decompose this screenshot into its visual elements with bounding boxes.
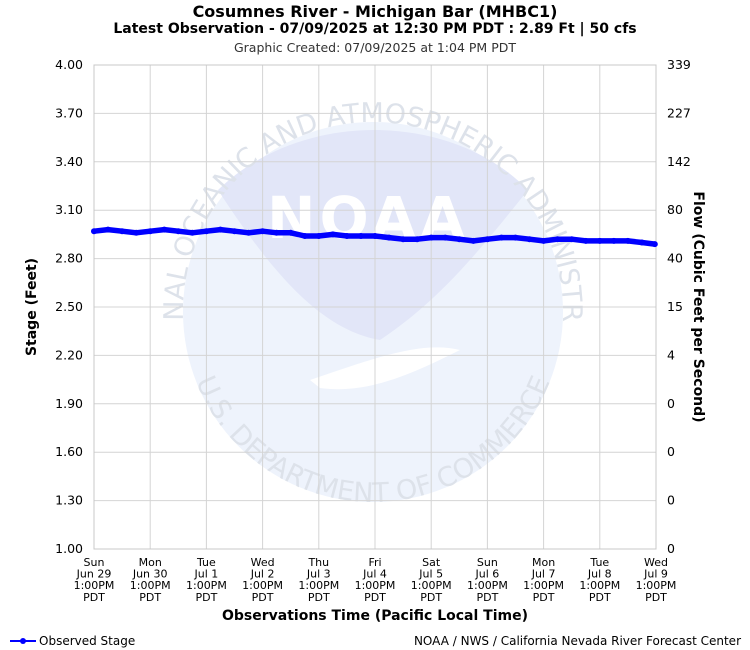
data-point (217, 226, 224, 233)
data-point (512, 234, 519, 241)
data-point (610, 237, 617, 244)
data-point (147, 228, 154, 235)
data-point (161, 226, 168, 233)
data-point (105, 226, 111, 233)
y-tick-label: 2.20 (55, 347, 83, 362)
series-observed-stage (91, 226, 658, 248)
y-tick-label: 1.30 (55, 493, 83, 508)
y2-axis-title: Flow (Cubic Feet per Second) (690, 191, 706, 422)
noaa-watermark: NOAA NATIONAL OCEANIC AND ATMOSPHERIC AD… (0, 0, 587, 509)
x-tick-label: Wed Jul 2 1:00PM PDT (242, 556, 283, 604)
x-tick-label: Sat Jul 5 1:00PM PDT (411, 556, 452, 604)
data-point (414, 236, 421, 243)
x-axis-title: Observations Time (Pacific Local Time) (222, 608, 528, 624)
data-point (498, 234, 505, 241)
y-axis-left: 4.00 3.70 3.40 3.10 2.80 2.50 2.20 1.90 1.60 1.30… (55, 57, 83, 556)
x-axis: Sun Jun 29 1:00PM PDT Mon Jun 30 1:00PM PDT Tue J… (74, 556, 677, 604)
data-point (287, 229, 294, 236)
y2-tick-label: 0 (667, 541, 675, 556)
data-point (400, 236, 407, 243)
data-point (568, 236, 575, 243)
y-tick-label: 1.00 (55, 541, 83, 556)
y-tick-label: 3.10 (55, 202, 83, 217)
y-axis-title: Stage (Feet) (24, 258, 40, 356)
y2-tick-label: 40 (667, 251, 683, 266)
y2-tick-label: 80 (667, 202, 683, 217)
watermark-logo: NOAA (267, 184, 469, 252)
x-tick-label: Fri Jul 4 1:00PM PDT (355, 556, 396, 604)
x-tick-label: Sun Jun 29 1:00PM PDT (74, 556, 115, 604)
data-point (203, 228, 210, 235)
graphic-created: Graphic Created: 07/09/2025 at 1:04 PM P… (233, 40, 516, 55)
data-point (596, 237, 603, 244)
y2-tick-label: 15 (667, 299, 683, 314)
data-point (301, 233, 308, 239)
y2-tick-label: 142 (667, 154, 691, 169)
watermark-wave-icon (310, 347, 460, 390)
data-point (91, 228, 97, 235)
x-tick-label: Sun Jul 6 1:00PM PDT (467, 556, 508, 604)
x-tick-label: Tue Jul 8 1:00PM PDT (579, 556, 620, 604)
legend-line-icon (10, 635, 36, 647)
x-tick-label: Tue Jul 1 1:00PM PDT (186, 556, 227, 604)
y2-tick-label: 4 (667, 347, 675, 362)
data-point (357, 233, 364, 239)
data-point (119, 228, 126, 235)
data-point (651, 241, 658, 248)
data-point (372, 233, 378, 239)
data-point (315, 233, 322, 239)
data-point (526, 236, 533, 243)
data-point (386, 234, 393, 241)
data-point (329, 231, 336, 238)
y2-tick-label: 0 (667, 444, 675, 459)
data-point (189, 229, 196, 236)
y-tick-label: 1.90 (55, 396, 83, 411)
data-point (231, 228, 238, 235)
data-point (133, 229, 140, 236)
x-tick-label: Mon Jul 7 1:00PM PDT (523, 556, 564, 604)
y-tick-label: 3.40 (55, 154, 83, 169)
y2-tick-label: 339 (667, 57, 691, 72)
data-point (470, 237, 477, 244)
latest-observation: Latest Observation - 07/09/2025 at 12:30… (113, 21, 637, 37)
y-tick-label: 1.60 (55, 444, 83, 459)
data-point (582, 237, 589, 244)
y-tick-label: 4.00 (55, 57, 83, 72)
x-tick-label: Wed Jul 9 1:00PM PDT (636, 556, 677, 604)
data-point (554, 236, 561, 243)
y-tick-label: 2.80 (55, 251, 83, 266)
grid-lines (93, 64, 657, 550)
data-point (428, 234, 435, 241)
y-tick-label: 3.70 (55, 105, 83, 120)
data-point (245, 229, 252, 236)
data-point (624, 237, 631, 244)
x-tick-label: Thu Jul 3 1:00PM PDT (298, 556, 339, 604)
y2-tick-label: 0 (667, 396, 675, 411)
legend: Observed Stage (10, 634, 135, 648)
y-tick-label: 2.50 (55, 299, 83, 314)
y2-tick-label: 0 (667, 493, 675, 508)
data-point (456, 236, 463, 243)
legend-label: Observed Stage (39, 634, 136, 648)
source-credit: NOAA / NWS / California Nevada River For… (413, 634, 741, 648)
data-point (273, 229, 280, 236)
data-point (259, 228, 266, 235)
y2-tick-label: 227 (667, 105, 691, 120)
data-point (343, 233, 350, 239)
data-point (175, 228, 182, 235)
chart-title: Cosumnes River - Michigan Bar (MHBC1) (192, 2, 558, 21)
x-tick-label: Mon Jun 30 1:00PM PDT (130, 556, 171, 604)
data-point (484, 236, 491, 243)
data-point (540, 237, 547, 244)
data-point (638, 239, 645, 246)
plot-frame (93, 64, 657, 550)
data-point (442, 234, 449, 241)
